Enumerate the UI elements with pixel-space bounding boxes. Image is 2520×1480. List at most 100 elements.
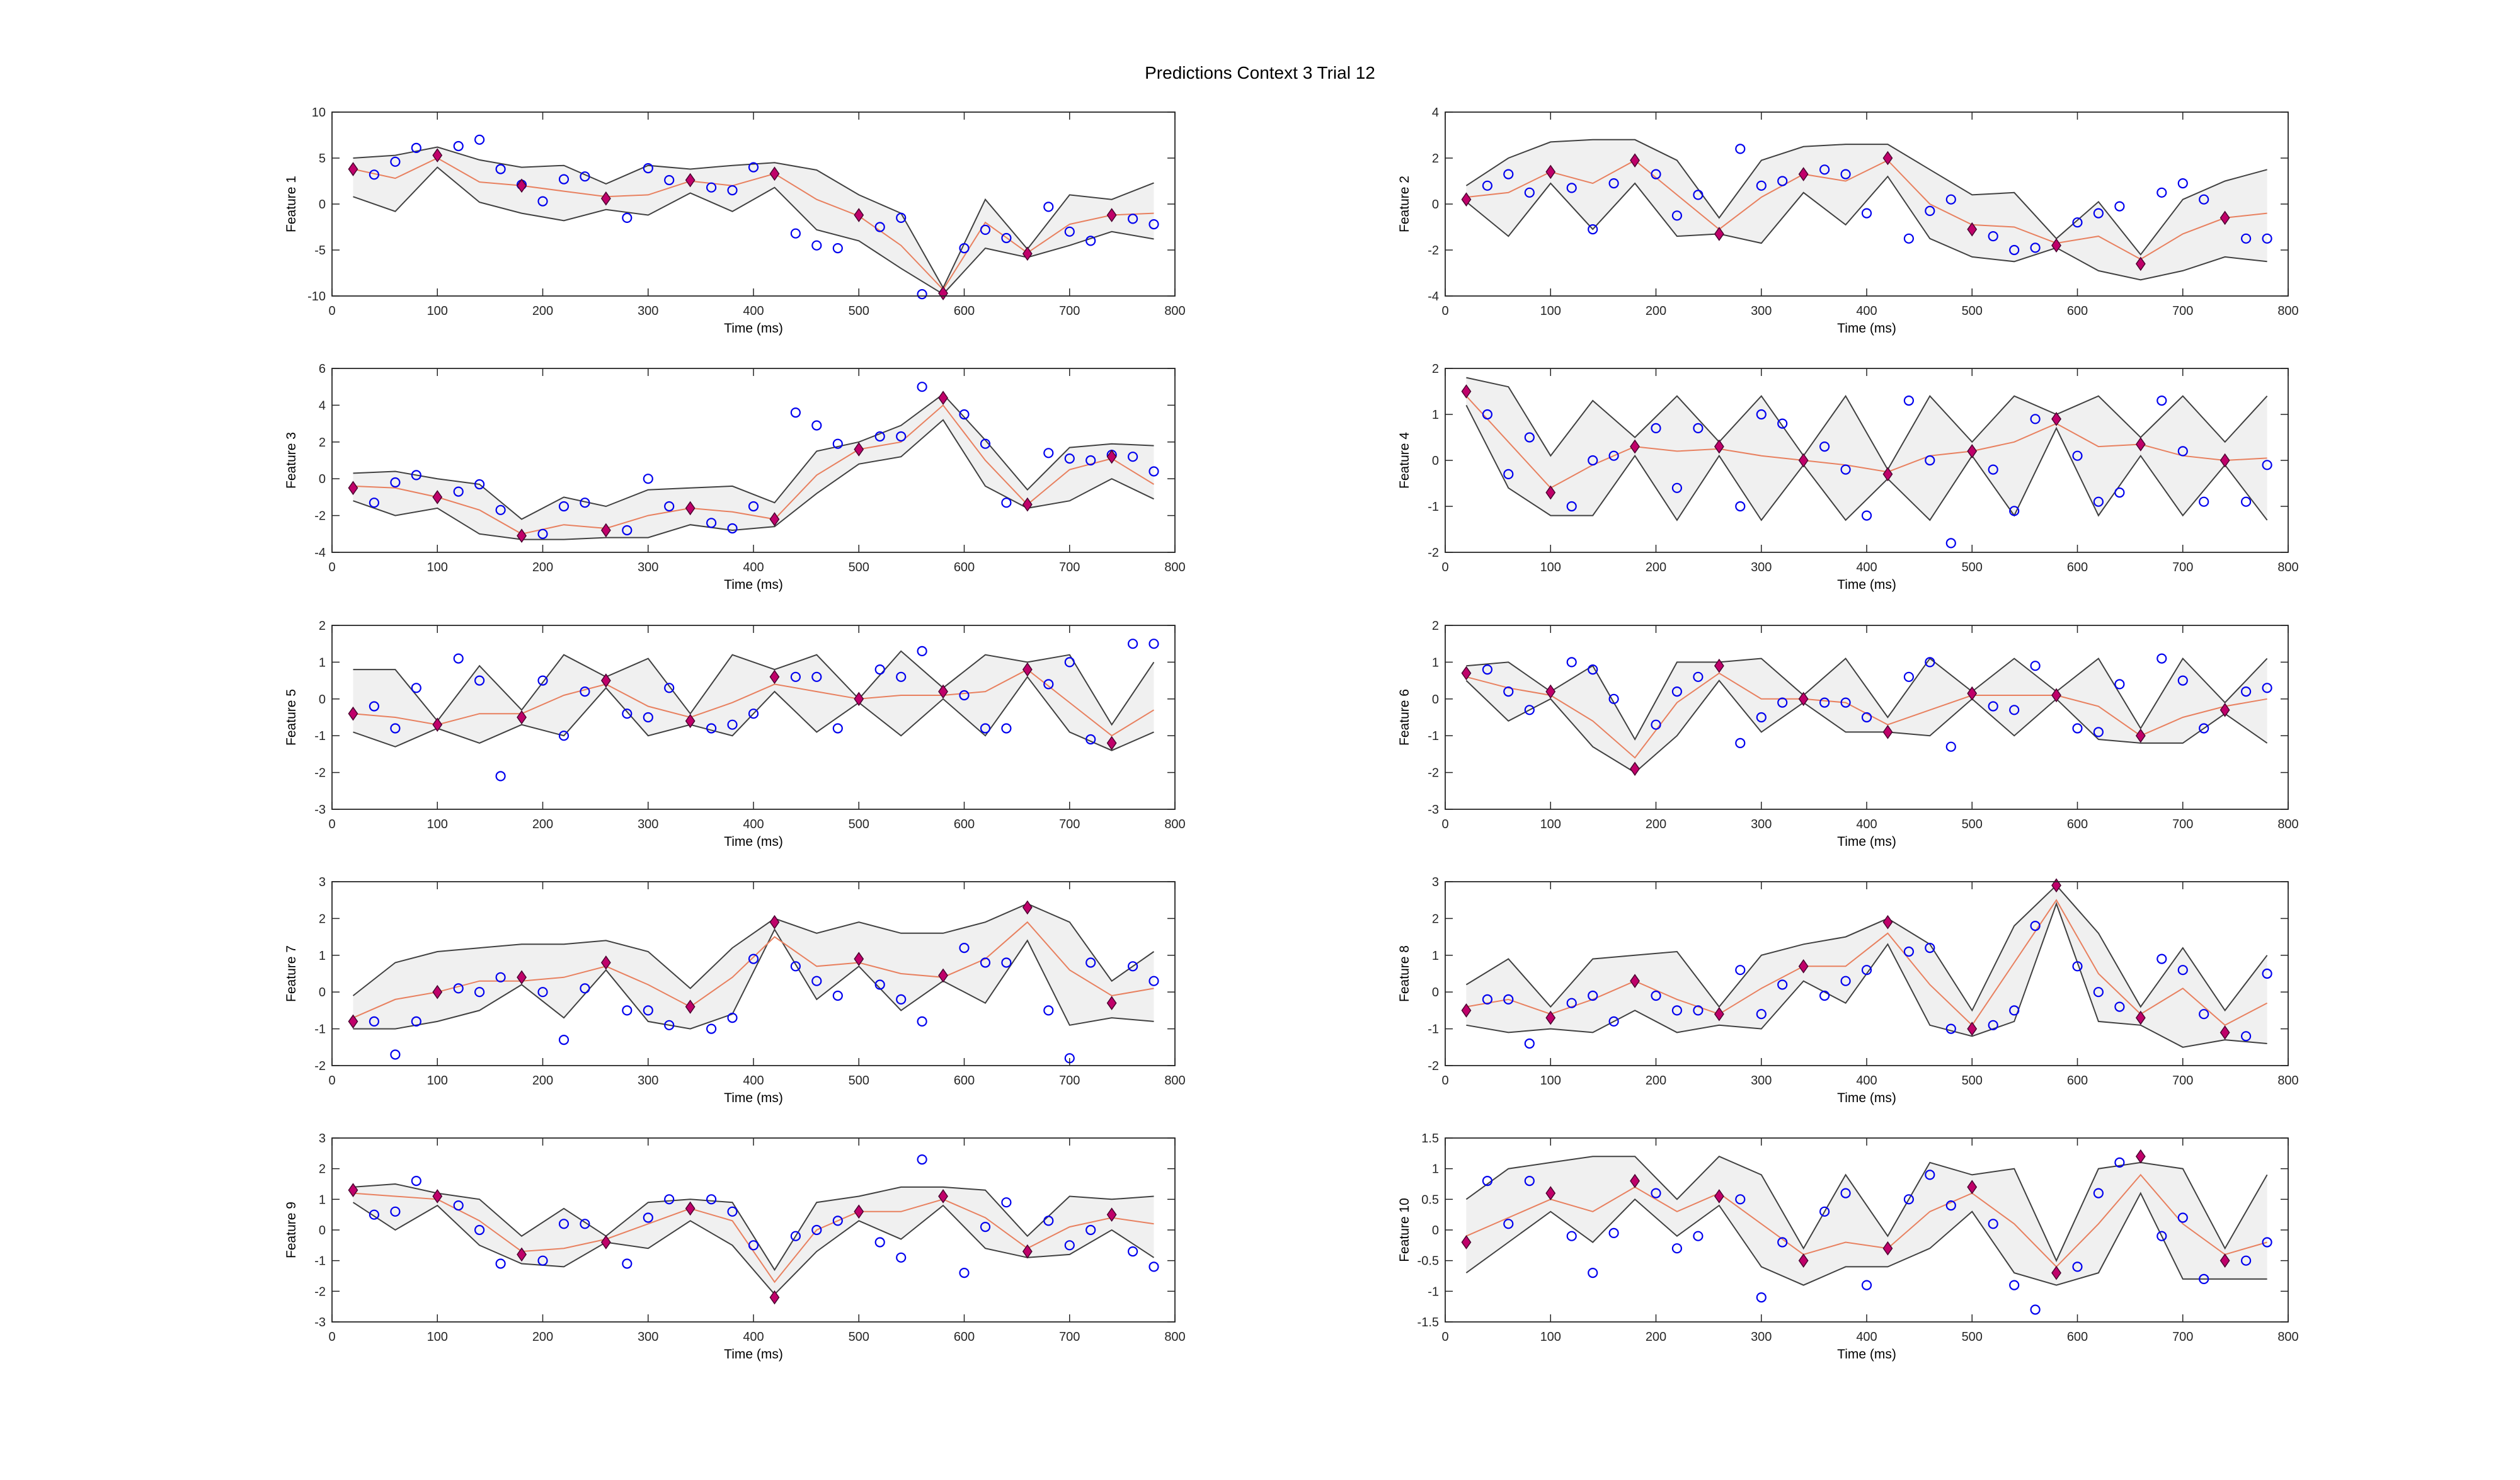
x-tick-label: 0	[328, 1074, 335, 1088]
y-tick-label: -2	[314, 509, 326, 523]
x-tick-label: 400	[1856, 561, 1877, 574]
observed-point	[2262, 1237, 2272, 1248]
y-tick-label: 2	[1432, 619, 1439, 633]
x-tick-label: 0	[328, 1330, 335, 1344]
y-tick-label: -2	[1428, 766, 1439, 780]
upper-bound-line	[1466, 377, 2268, 471]
observed-point	[2177, 675, 2188, 686]
observed-point	[748, 953, 759, 964]
observed-point	[790, 407, 801, 418]
inducing-point	[938, 390, 948, 406]
observed-point	[748, 1240, 759, 1251]
observed-point	[1819, 441, 1830, 452]
observed-point	[643, 1212, 653, 1223]
x-tick-label: 100	[1540, 561, 1561, 574]
observed-point	[2156, 395, 2167, 406]
y-tick-label: 1.5	[1421, 1132, 1439, 1146]
observed-point	[980, 438, 991, 449]
confidence-band	[1466, 1156, 2267, 1285]
confidence-band	[353, 1184, 1154, 1295]
observed-point	[790, 1231, 801, 1241]
mean-line	[1466, 672, 2267, 759]
subplot-feature-4: 0 100 200 300 400 500 600 700 800 -2 -1 0 1 2 Time (ms…	[1397, 362, 2299, 592]
x-tick-label: 200	[532, 561, 553, 574]
observed-point	[1001, 498, 1012, 508]
x-tick-label: 500	[849, 304, 869, 318]
observed-point	[874, 1237, 885, 1248]
x-tick-label: 300	[638, 304, 658, 318]
observed-point	[1651, 423, 1661, 434]
mean-line	[353, 1192, 1154, 1284]
observed-point	[1903, 1194, 1914, 1205]
x-tick-label: 100	[427, 561, 448, 574]
inducing-point	[517, 710, 527, 725]
observed-point	[727, 185, 738, 196]
observed-point	[1566, 657, 1577, 668]
x-tick-label: 500	[1962, 1330, 1983, 1344]
subplot-feature-7: 0 100 200 300 400 500 600 700 800 -2 -1 0 1 2 3 Time (m…	[284, 875, 1186, 1105]
inducing-point	[2135, 437, 2146, 452]
observed-point	[1651, 719, 1661, 730]
observed-point	[1524, 432, 1535, 443]
inducing-point	[854, 952, 864, 966]
observed-point	[643, 712, 653, 723]
observed-point	[2199, 1273, 2209, 1285]
inducing-point	[2051, 238, 2061, 253]
confidence-band	[353, 147, 1154, 295]
lower-bound-line	[1465, 404, 2268, 521]
observed-point	[1001, 957, 1012, 968]
y-tick-label: -2	[314, 1285, 326, 1299]
observed-point	[1064, 1240, 1075, 1251]
observed-point	[1651, 1188, 1661, 1198]
inducing-point	[2051, 1265, 2061, 1280]
lower-bound-line	[1465, 1192, 2267, 1286]
observed-point	[2199, 1009, 2209, 1020]
inducing-point	[348, 481, 358, 496]
y-axis-label: Feature 1	[284, 176, 299, 232]
y-tick-label: 2	[319, 619, 326, 633]
observed-point	[1925, 942, 1935, 953]
inducing-point	[685, 173, 696, 188]
observed-point	[959, 243, 970, 254]
mean-line	[1465, 1173, 2267, 1268]
observed-point	[959, 690, 970, 701]
x-tick-label: 600	[2067, 561, 2088, 574]
y-tick-label: -4	[1428, 290, 1439, 304]
inducing-point	[1882, 467, 1893, 482]
observed-point	[896, 994, 907, 1005]
observed-point	[2030, 661, 2041, 671]
y-tick-label: 2	[319, 912, 326, 926]
observed-point	[2114, 679, 2125, 690]
observed-point	[832, 990, 843, 1001]
mean-line	[353, 157, 1154, 291]
x-tick-label: 300	[638, 817, 658, 831]
observed-point	[959, 409, 970, 420]
observed-point	[1608, 1227, 1619, 1239]
inducing-point	[1882, 725, 1893, 739]
observed-point	[832, 438, 843, 449]
y-axis-label: Feature 10	[1397, 1198, 1412, 1262]
observed-point	[369, 1016, 380, 1027]
observed-point	[1127, 961, 1138, 972]
observed-point	[1819, 697, 1830, 708]
observed-point	[2072, 723, 2083, 734]
observed-point	[643, 1005, 653, 1016]
x-tick-label: 500	[1962, 561, 1983, 574]
observed-point	[390, 156, 401, 167]
x-axis-label: Time (ms)	[1837, 834, 1896, 849]
x-tick-label: 700	[2172, 1074, 2193, 1088]
observed-point	[1756, 1292, 1767, 1303]
upper-bound-line	[1465, 1156, 2268, 1263]
observed-point	[1903, 671, 1914, 682]
x-tick-label: 600	[954, 1074, 975, 1088]
observed-point	[1588, 224, 1598, 235]
y-tick-label: -1	[314, 1255, 326, 1268]
observed-point	[811, 976, 822, 986]
observed-point	[622, 1258, 633, 1269]
observed-point	[474, 479, 485, 490]
x-tick-label: 400	[743, 1330, 764, 1344]
x-tick-label: 100	[1540, 1074, 1561, 1088]
observed-point	[1064, 657, 1075, 668]
observed-point	[1148, 219, 1159, 230]
observed-point	[2072, 450, 2083, 461]
